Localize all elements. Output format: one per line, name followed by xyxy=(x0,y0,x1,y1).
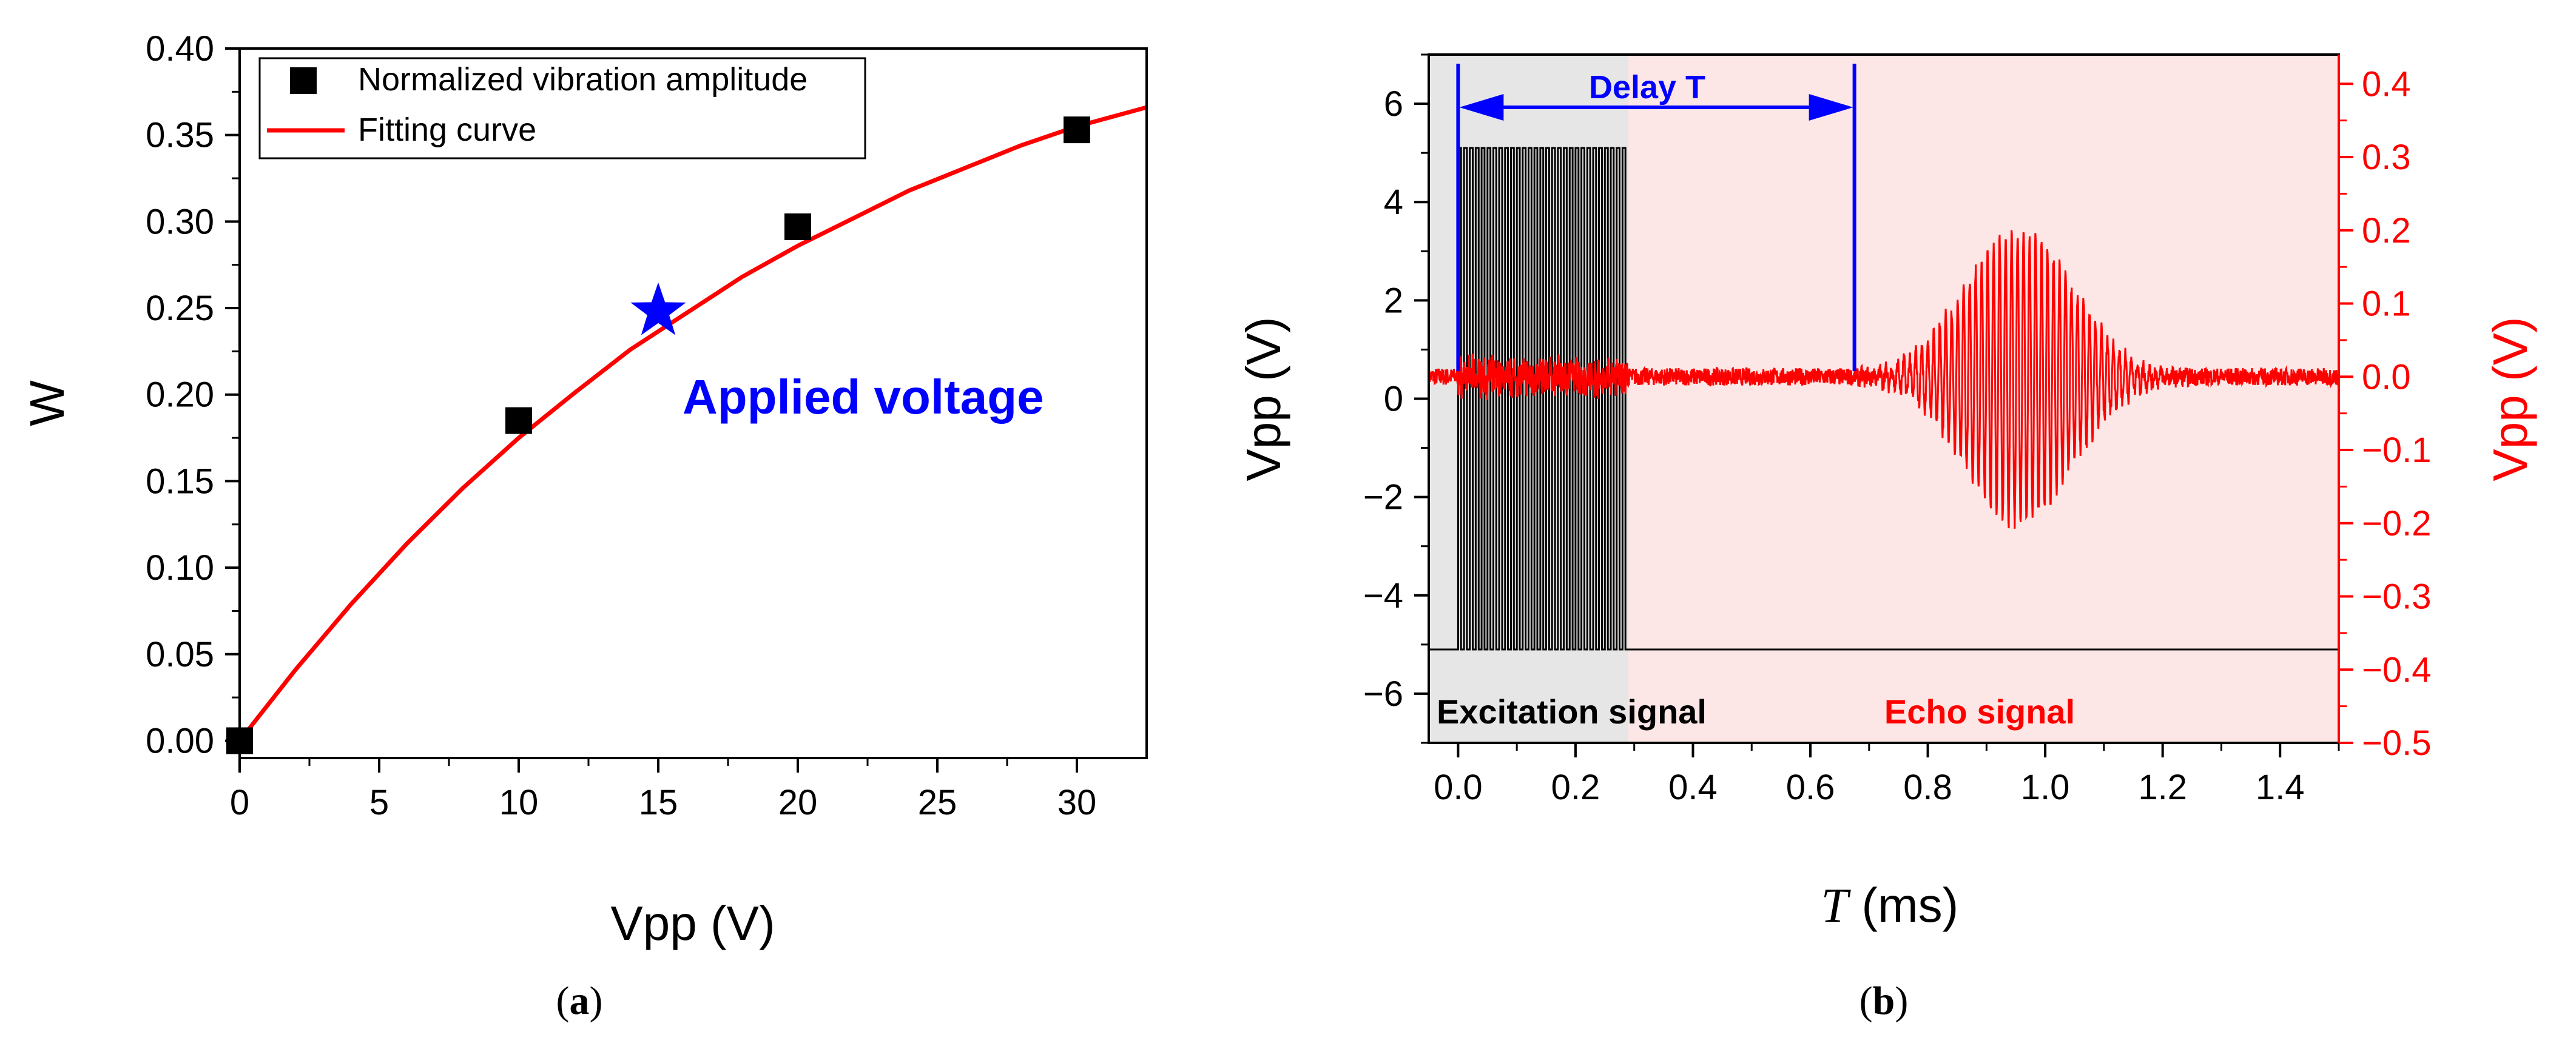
a-y-tick-label: 0.10 xyxy=(146,548,214,588)
b-right-y-axis-label: Vpp (V) xyxy=(2483,317,2537,481)
b-echo-signal-trace xyxy=(1428,230,2340,529)
b-excitation-label: Excitation signal xyxy=(1437,693,1707,731)
a-panel-letter: a xyxy=(570,979,590,1023)
b-right-y-tick-label: 0.4 xyxy=(2362,64,2411,104)
b-panel-letter: b xyxy=(1873,979,1895,1023)
b-delay-annotation xyxy=(1456,64,1856,371)
a-applied-voltage-star xyxy=(630,282,686,335)
a-x-tick-label: 15 xyxy=(639,783,678,822)
a-legend: Normalized vibration amplitude Fitting c… xyxy=(258,57,866,159)
a-fit-curve xyxy=(238,105,1147,742)
b-x-tick-label: 0.2 xyxy=(1551,768,1600,807)
b-x-tick-label: 0.8 xyxy=(1903,768,1952,807)
a-y-tick-label: 0.35 xyxy=(146,116,214,155)
b-delay-arrow-head-right xyxy=(1809,94,1853,121)
b-right-y-tick-label: 0.2 xyxy=(2362,211,2411,250)
b-right-y-axis-ticks: 0.4 0.3 0.2 0.1 0.0 −0.1 −0.2 −0.3 −0.4 −0.5 xyxy=(2339,64,2432,763)
b-right-y-tick-label: −0.4 xyxy=(2362,650,2432,689)
a-x-tick-label: 30 xyxy=(1057,783,1097,822)
b-right-y-tick-label: −0.1 xyxy=(2362,431,2432,470)
a-x-tick-label: 25 xyxy=(918,783,957,822)
b-right-y-tick-label: 0.0 xyxy=(2362,357,2411,397)
a-y-axis-label: W xyxy=(20,380,74,426)
b-delay-label: Delay T xyxy=(1589,69,1705,106)
a-data-point xyxy=(505,407,532,434)
b-right-y-tick-label: 0.1 xyxy=(2362,284,2411,324)
a-y-tick-label: 0.25 xyxy=(146,289,214,328)
a-y-tick-label: 0.20 xyxy=(146,375,214,415)
a-y-tick-label: 0.40 xyxy=(146,29,214,69)
b-x-tick-label: 1.0 xyxy=(2021,768,2070,807)
a-x-tick-label: 20 xyxy=(778,783,818,822)
b-left-y-tick-label: −6 xyxy=(1363,674,1403,714)
b-left-y-tick-label: −2 xyxy=(1363,478,1403,517)
a-y-tick-label: 0.30 xyxy=(146,202,214,241)
a-x-axis-ticks: 0 5 10 15 20 25 30 xyxy=(230,758,1096,822)
b-echo-label: Echo signal xyxy=(1884,693,2075,731)
b-x-tick-label: 0.0 xyxy=(1434,768,1483,807)
b-panel-caption: (b) xyxy=(1860,979,1909,1023)
b-x-tick-label: 0.6 xyxy=(1786,768,1835,807)
b-left-y-tick-label: 0 xyxy=(1384,380,1403,419)
a-legend-markers-label: Normalized vibration amplitude xyxy=(358,61,808,98)
b-left-y-tick-label: −4 xyxy=(1363,576,1403,616)
b-x-axis-ticks: 0.0 0.2 0.4 0.6 0.8 1.0 1.2 1.4 xyxy=(1434,743,2340,807)
b-right-y-tick-label: −0.5 xyxy=(2362,723,2432,763)
a-legend-box xyxy=(258,57,866,159)
a-data-point xyxy=(784,213,811,240)
b-left-y-tick-label: 6 xyxy=(1384,84,1403,124)
b-left-y-tick-label: 2 xyxy=(1384,281,1403,320)
a-highlight-layer xyxy=(630,282,686,335)
a-y-tick-label: 0.00 xyxy=(146,721,214,760)
b-right-y-tick-label: −0.2 xyxy=(2362,504,2432,543)
panel-a-scatter-chart: 0 5 10 15 20 25 30 0.00 0.05 0.10 0.15 0.20 0.25 0.3… xyxy=(20,29,1148,1023)
a-x-tick-label: 5 xyxy=(369,783,389,822)
a-applied-voltage-label: Applied voltage xyxy=(683,370,1044,424)
a-y-axis-ticks: 0.00 0.05 0.10 0.15 0.20 0.25 0.30 0.35 0.40 xyxy=(146,29,240,760)
b-left-y-tick-label: 4 xyxy=(1384,183,1403,222)
a-x-tick-label: 0 xyxy=(230,783,249,822)
b-delay-arrow-head-left xyxy=(1459,94,1504,121)
a-legend-fit-label: Fitting curve xyxy=(358,112,536,148)
a-x-axis-label: Vpp (V) xyxy=(610,896,775,950)
b-excitation-signal-trace xyxy=(1429,147,2339,651)
a-data-point xyxy=(1064,116,1090,144)
a-y-tick-label: 0.15 xyxy=(146,461,214,501)
a-fit-curve-layer xyxy=(238,105,1147,742)
b-left-y-axis-ticks: 6 4 2 0 −2 −4 −6 xyxy=(1363,53,1429,744)
b-left-y-axis-label: Vpp (V) xyxy=(1236,317,1290,481)
b-right-y-tick-label: −0.3 xyxy=(2362,577,2432,617)
a-panel-caption: (a) xyxy=(556,979,603,1023)
b-right-y-tick-label: 0.3 xyxy=(2362,138,2411,177)
a-plot-frame xyxy=(238,47,1148,759)
b-x-tick-label: 1.2 xyxy=(2138,768,2187,807)
b-x-tick-label: 1.4 xyxy=(2256,768,2305,807)
b-x-axis-label-italic: T xyxy=(1821,879,1852,933)
a-markers-layer xyxy=(226,116,1090,754)
b-x-axis-label-unit: (ms) xyxy=(1848,878,1958,932)
a-x-tick-label: 10 xyxy=(499,783,539,822)
a-y-tick-label: 0.05 xyxy=(146,635,214,674)
a-legend-marker-square xyxy=(290,67,317,94)
b-x-axis-label: T (ms) xyxy=(1821,878,1959,933)
b-x-tick-label: 0.4 xyxy=(1668,768,1718,807)
